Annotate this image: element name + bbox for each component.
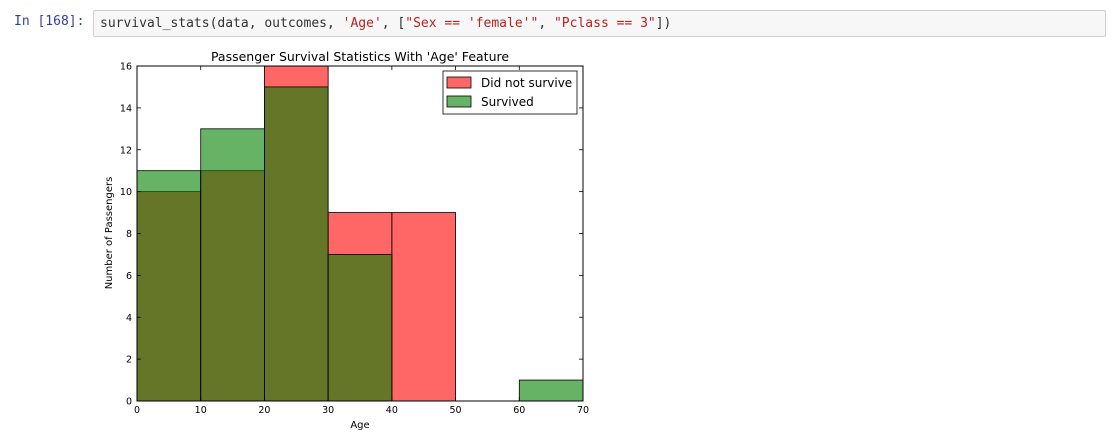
y-tick-label: 14 xyxy=(120,103,132,114)
y-tick-label: 8 xyxy=(126,229,132,240)
code-separator: , xyxy=(538,16,554,31)
code-arg-age: 'Age' xyxy=(342,16,382,31)
code-arg-sex-filter: "Sex == 'female'" xyxy=(405,16,539,31)
bar-survived-60-70 xyxy=(518,379,584,402)
x-tick-label: 40 xyxy=(386,405,398,416)
code-bracket-open: , [ xyxy=(381,16,406,31)
bar-survived-0-10 xyxy=(136,170,202,402)
cell-prompt: In [168]: xyxy=(14,14,85,29)
y-tick-label: 6 xyxy=(126,271,132,282)
y-tick-label: 4 xyxy=(126,313,132,324)
bar-did-not-survive-40-50 xyxy=(391,212,456,402)
y-tick-label: 2 xyxy=(126,355,132,366)
code-line[interactable]: survival_stats(data, outcomes, 'Age', ["… xyxy=(100,16,671,31)
x-tick-label: 10 xyxy=(195,405,207,416)
x-axis-label: Age xyxy=(350,420,369,431)
y-tick-label: 10 xyxy=(120,187,132,198)
x-tick-label: 50 xyxy=(450,405,462,416)
bar-survived-30-40 xyxy=(327,254,393,402)
bar-survived-10-20 xyxy=(200,128,265,402)
y-tick-label: 12 xyxy=(120,145,132,156)
x-tick-label: 70 xyxy=(577,405,589,416)
x-tick-label: 60 xyxy=(513,405,525,416)
y-tick-label: 0 xyxy=(126,397,132,408)
bar-survived-20-30 xyxy=(264,86,329,402)
legend-label-did-not-survive: Did not survive xyxy=(481,76,572,90)
legend-swatch-did-not-survive xyxy=(446,76,472,89)
code-cell[interactable]: survival_stats(data, outcomes, 'Age', ["… xyxy=(93,10,1106,37)
x-tick-label: 30 xyxy=(322,405,334,416)
y-tick-label: 16 xyxy=(120,62,132,73)
x-tick-label: 20 xyxy=(258,405,270,416)
legend-swatch-survived xyxy=(446,95,472,108)
chart-title: Passenger Survival Statistics With 'Age'… xyxy=(211,49,509,64)
code-function: survival_stats(data, outcomes, xyxy=(100,16,343,31)
code-bracket-close: ]) xyxy=(655,16,672,31)
x-tick-label: 0 xyxy=(134,405,140,416)
code-arg-pclass-filter: "Pclass == 3" xyxy=(553,16,656,31)
legend-label-survived: Survived xyxy=(481,95,534,109)
y-axis-label: Number of Passengers xyxy=(104,177,115,290)
